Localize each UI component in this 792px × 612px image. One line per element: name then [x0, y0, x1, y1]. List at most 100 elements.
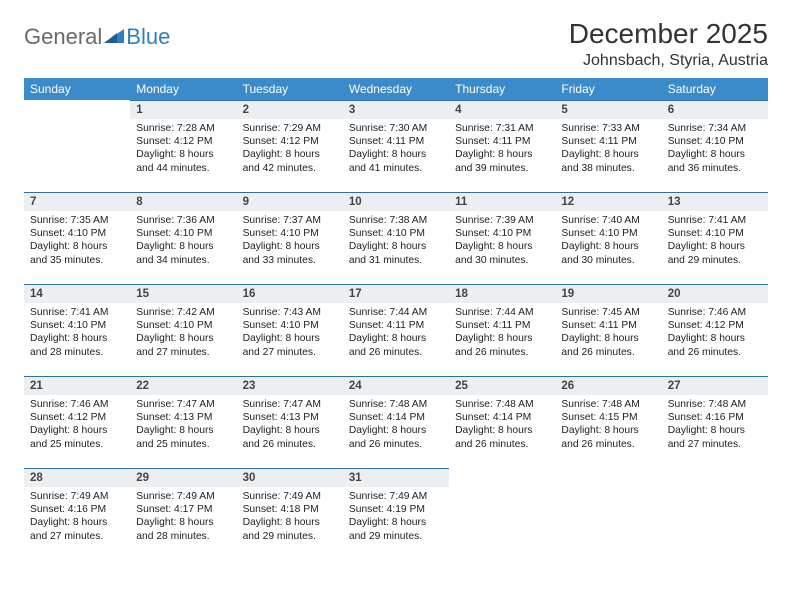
day-detail: Sunrise: 7:41 AMSunset: 4:10 PMDaylight:… — [662, 211, 768, 273]
daylight-line-2: and 26 minutes. — [455, 438, 549, 451]
sunset-line: Sunset: 4:16 PM — [668, 411, 762, 424]
day-number: 25 — [449, 376, 555, 395]
sunset-line: Sunset: 4:15 PM — [561, 411, 655, 424]
daylight-line-1: Daylight: 8 hours — [136, 424, 230, 437]
daylight-line-1: Daylight: 8 hours — [30, 516, 124, 529]
sunrise-line: Sunrise: 7:40 AM — [561, 214, 655, 227]
daylight-line-2: and 34 minutes. — [136, 254, 230, 267]
daylight-line-2: and 26 minutes. — [349, 438, 443, 451]
day-number: 1 — [130, 100, 236, 119]
sunset-line: Sunset: 4:16 PM — [30, 503, 124, 516]
day-detail: Sunrise: 7:48 AMSunset: 4:14 PMDaylight:… — [449, 395, 555, 457]
calendar-day-cell: 31Sunrise: 7:49 AMSunset: 4:19 PMDayligh… — [343, 468, 449, 560]
day-detail: Sunrise: 7:40 AMSunset: 4:10 PMDaylight:… — [555, 211, 661, 273]
daylight-line-2: and 26 minutes. — [561, 346, 655, 359]
daylight-line-2: and 26 minutes. — [349, 346, 443, 359]
day-detail: Sunrise: 7:41 AMSunset: 4:10 PMDaylight:… — [24, 303, 130, 365]
calendar-day-cell: 8Sunrise: 7:36 AMSunset: 4:10 PMDaylight… — [130, 192, 236, 284]
sunrise-line: Sunrise: 7:48 AM — [455, 398, 549, 411]
daylight-line-1: Daylight: 8 hours — [349, 148, 443, 161]
sunset-line: Sunset: 4:11 PM — [561, 319, 655, 332]
sunrise-line: Sunrise: 7:41 AM — [30, 306, 124, 319]
day-number: 9 — [237, 192, 343, 211]
daylight-line-1: Daylight: 8 hours — [349, 424, 443, 437]
daylight-line-1: Daylight: 8 hours — [349, 240, 443, 253]
sunset-line: Sunset: 4:10 PM — [243, 319, 337, 332]
sunrise-line: Sunrise: 7:37 AM — [243, 214, 337, 227]
day-number: 6 — [662, 100, 768, 119]
day-detail: Sunrise: 7:36 AMSunset: 4:10 PMDaylight:… — [130, 211, 236, 273]
day-detail: Sunrise: 7:46 AMSunset: 4:12 PMDaylight:… — [662, 303, 768, 365]
daylight-line-1: Daylight: 8 hours — [136, 240, 230, 253]
day-detail: Sunrise: 7:39 AMSunset: 4:10 PMDaylight:… — [449, 211, 555, 273]
sunset-line: Sunset: 4:14 PM — [455, 411, 549, 424]
daylight-line-1: Daylight: 8 hours — [30, 424, 124, 437]
calendar-day-cell: 2Sunrise: 7:29 AMSunset: 4:12 PMDaylight… — [237, 100, 343, 192]
daylight-line-2: and 31 minutes. — [349, 254, 443, 267]
daylight-line-1: Daylight: 8 hours — [561, 424, 655, 437]
calendar-day-cell: 24Sunrise: 7:48 AMSunset: 4:14 PMDayligh… — [343, 376, 449, 468]
day-number: 13 — [662, 192, 768, 211]
day-number: 8 — [130, 192, 236, 211]
sunset-line: Sunset: 4:10 PM — [668, 227, 762, 240]
daylight-line-2: and 27 minutes. — [243, 346, 337, 359]
calendar-day-cell: 26Sunrise: 7:48 AMSunset: 4:15 PMDayligh… — [555, 376, 661, 468]
calendar-day-cell: 22Sunrise: 7:47 AMSunset: 4:13 PMDayligh… — [130, 376, 236, 468]
day-number: 30 — [237, 468, 343, 487]
calendar-day-cell: 20Sunrise: 7:46 AMSunset: 4:12 PMDayligh… — [662, 284, 768, 376]
day-detail: Sunrise: 7:49 AMSunset: 4:16 PMDaylight:… — [24, 487, 130, 549]
calendar-week-row: 7Sunrise: 7:35 AMSunset: 4:10 PMDaylight… — [24, 192, 768, 284]
calendar-day-cell: .. — [24, 100, 130, 192]
weekday-header: Wednesday — [343, 78, 449, 100]
daylight-line-1: Daylight: 8 hours — [243, 424, 337, 437]
calendar-week-row: 14Sunrise: 7:41 AMSunset: 4:10 PMDayligh… — [24, 284, 768, 376]
calendar-week-row: 28Sunrise: 7:49 AMSunset: 4:16 PMDayligh… — [24, 468, 768, 560]
day-detail: Sunrise: 7:49 AMSunset: 4:18 PMDaylight:… — [237, 487, 343, 549]
daylight-line-2: and 28 minutes. — [136, 530, 230, 543]
calendar-day-cell: 13Sunrise: 7:41 AMSunset: 4:10 PMDayligh… — [662, 192, 768, 284]
day-number: 15 — [130, 284, 236, 303]
calendar-day-cell: .. — [449, 468, 555, 560]
daylight-line-1: Daylight: 8 hours — [455, 332, 549, 345]
title-block: December 2025 Johnsbach, Styria, Austria — [569, 18, 768, 70]
calendar-day-cell: 21Sunrise: 7:46 AMSunset: 4:12 PMDayligh… — [24, 376, 130, 468]
daylight-line-2: and 29 minutes. — [668, 254, 762, 267]
day-number: 11 — [449, 192, 555, 211]
sunset-line: Sunset: 4:10 PM — [455, 227, 549, 240]
daylight-line-2: and 28 minutes. — [30, 346, 124, 359]
brand-part2: Blue — [126, 24, 170, 50]
day-detail: Sunrise: 7:28 AMSunset: 4:12 PMDaylight:… — [130, 119, 236, 181]
daylight-line-2: and 39 minutes. — [455, 162, 549, 175]
day-number: 31 — [343, 468, 449, 487]
day-detail: Sunrise: 7:49 AMSunset: 4:17 PMDaylight:… — [130, 487, 236, 549]
sunrise-line: Sunrise: 7:42 AM — [136, 306, 230, 319]
day-detail: Sunrise: 7:48 AMSunset: 4:16 PMDaylight:… — [662, 395, 768, 457]
page-subtitle: Johnsbach, Styria, Austria — [569, 52, 768, 70]
sunset-line: Sunset: 4:10 PM — [30, 227, 124, 240]
day-number: 21 — [24, 376, 130, 395]
day-number: 22 — [130, 376, 236, 395]
sunset-line: Sunset: 4:11 PM — [349, 135, 443, 148]
sunrise-line: Sunrise: 7:41 AM — [668, 214, 762, 227]
calendar-day-cell: 25Sunrise: 7:48 AMSunset: 4:14 PMDayligh… — [449, 376, 555, 468]
calendar-day-cell: 28Sunrise: 7:49 AMSunset: 4:16 PMDayligh… — [24, 468, 130, 560]
daylight-line-2: and 41 minutes. — [349, 162, 443, 175]
day-detail: Sunrise: 7:31 AMSunset: 4:11 PMDaylight:… — [449, 119, 555, 181]
sunset-line: Sunset: 4:12 PM — [243, 135, 337, 148]
day-detail: Sunrise: 7:45 AMSunset: 4:11 PMDaylight:… — [555, 303, 661, 365]
calendar-day-cell: .. — [662, 468, 768, 560]
daylight-line-1: Daylight: 8 hours — [668, 424, 762, 437]
daylight-line-1: Daylight: 8 hours — [349, 332, 443, 345]
sunset-line: Sunset: 4:11 PM — [561, 135, 655, 148]
day-detail: Sunrise: 7:37 AMSunset: 4:10 PMDaylight:… — [237, 211, 343, 273]
daylight-line-1: Daylight: 8 hours — [455, 148, 549, 161]
day-number: 10 — [343, 192, 449, 211]
day-number: 24 — [343, 376, 449, 395]
day-detail: Sunrise: 7:29 AMSunset: 4:12 PMDaylight:… — [237, 119, 343, 181]
sunset-line: Sunset: 4:11 PM — [455, 319, 549, 332]
sunset-line: Sunset: 4:18 PM — [243, 503, 337, 516]
sunrise-line: Sunrise: 7:28 AM — [136, 122, 230, 135]
daylight-line-2: and 27 minutes. — [136, 346, 230, 359]
daylight-line-1: Daylight: 8 hours — [455, 240, 549, 253]
day-detail: Sunrise: 7:30 AMSunset: 4:11 PMDaylight:… — [343, 119, 449, 181]
